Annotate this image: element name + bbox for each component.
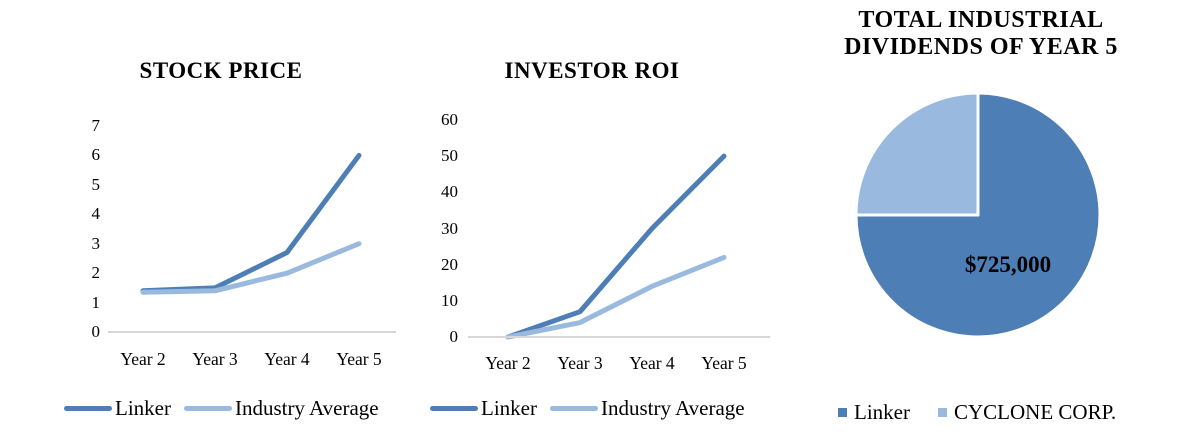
legend-label: Linker bbox=[115, 396, 171, 420]
stock-price-title: STOCK PRICE bbox=[139, 58, 303, 83]
x-tick-label: Year 5 bbox=[701, 353, 747, 373]
pie-data-label: $725,000 bbox=[964, 252, 1052, 277]
dividends-title-line1: TOTAL INDUSTRIAL bbox=[858, 7, 1104, 33]
pie-slice-linker bbox=[854, 91, 1102, 339]
x-tick-label: Year 2 bbox=[485, 353, 531, 373]
x-tick-label: Year 4 bbox=[264, 349, 310, 369]
legend-swatch-industry-average bbox=[183, 405, 232, 411]
legend-label: Industry Average bbox=[600, 396, 745, 420]
legend-swatch-industry-average bbox=[549, 405, 598, 411]
stock-price-legend: Linker Industry Average bbox=[64, 395, 379, 421]
x-tick-label: Year 3 bbox=[557, 353, 603, 373]
legend-label: Linker bbox=[854, 400, 910, 424]
y-tick-label: 7 bbox=[91, 116, 101, 135]
y-tick-label: 0 bbox=[449, 327, 459, 346]
series-line-linker bbox=[505, 153, 727, 340]
legend-item-industry-average: Industry Average bbox=[183, 395, 379, 421]
legend-item-linker: Linker bbox=[64, 395, 171, 421]
y-tick-label: 4 bbox=[91, 204, 101, 224]
investor-roi-legend: Linker Industry Average bbox=[430, 395, 745, 421]
y-tick-label: 0 bbox=[91, 322, 101, 341]
series-line-industry-average bbox=[505, 254, 727, 340]
legend-label: CYCLONE CORP. bbox=[953, 400, 1117, 424]
y-tick-label: 5 bbox=[91, 174, 101, 194]
legend-swatch-linker bbox=[838, 407, 847, 417]
legend-item-cyclone-corp: CYCLONE CORP. bbox=[937, 399, 1117, 425]
y-tick-label: 1 bbox=[91, 292, 101, 312]
legend-swatch-cyclone-corp bbox=[937, 407, 947, 417]
series-line-linker bbox=[140, 152, 362, 294]
legend-swatch-linker bbox=[430, 405, 478, 411]
y-tick-label: 10 bbox=[441, 290, 458, 310]
dividends-title-line2: DIVIDENDS OF YEAR 5 bbox=[844, 34, 1118, 60]
y-tick-label: 6 bbox=[91, 145, 101, 165]
x-tick-label: Year 2 bbox=[120, 349, 166, 369]
investor-roi-baseline bbox=[468, 336, 770, 338]
y-tick-label: 3 bbox=[91, 233, 101, 253]
x-tick-label: Year 3 bbox=[192, 349, 238, 369]
dividends-legend: Linker CYCLONE CORP. bbox=[838, 399, 1116, 425]
y-tick-label: 50 bbox=[441, 146, 458, 166]
legend-item-linker: Linker bbox=[838, 399, 910, 425]
x-tick-label: Year 5 bbox=[336, 349, 382, 369]
dividends-title: TOTAL INDUSTRIAL DIVIDENDS OF YEAR 5 bbox=[844, 7, 1118, 61]
y-tick-label: 20 bbox=[441, 254, 458, 274]
legend-label: Linker bbox=[481, 396, 537, 420]
legend-swatch-linker bbox=[64, 405, 112, 411]
y-tick-label: 40 bbox=[441, 182, 458, 202]
x-tick-label: Year 4 bbox=[629, 353, 675, 373]
legend-item-industry-average: Industry Average bbox=[549, 395, 745, 421]
stock-price-baseline bbox=[108, 331, 396, 333]
legend-label: Industry Average bbox=[234, 396, 379, 420]
y-tick-label: 2 bbox=[91, 263, 101, 283]
series-line-industry-average bbox=[140, 241, 362, 295]
investor-roi-title: INVESTOR ROI bbox=[504, 58, 680, 83]
y-tick-label: 60 bbox=[441, 110, 458, 129]
legend-item-linker: Linker bbox=[430, 395, 537, 421]
y-tick-label: 30 bbox=[441, 218, 458, 238]
pie-slice-cyclone-corp bbox=[854, 91, 980, 217]
